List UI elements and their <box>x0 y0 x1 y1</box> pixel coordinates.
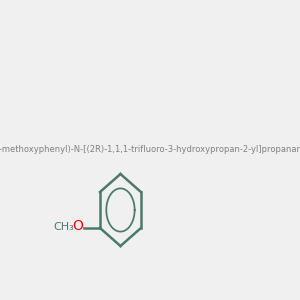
Text: O: O <box>72 220 83 233</box>
Text: CH₃: CH₃ <box>54 221 74 232</box>
Text: 2-(3-methoxyphenyl)-N-[(2R)-1,1,1-trifluoro-3-hydroxypropan-2-yl]propanamide: 2-(3-methoxyphenyl)-N-[(2R)-1,1,1-triflu… <box>0 146 300 154</box>
